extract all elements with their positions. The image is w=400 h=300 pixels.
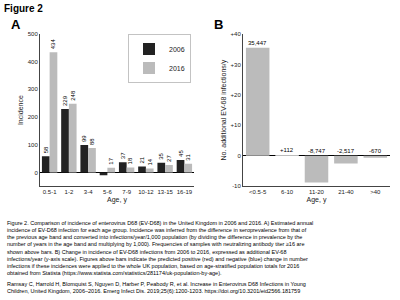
svg-text:-10: -10 [232,183,241,189]
svg-text:Age, y: Age, y [307,196,327,204]
svg-text:+40: +40 [231,31,242,37]
svg-text:No. additional EV-68 infection: No. additional EV-68 infections/y [220,59,228,160]
svg-text:7-9: 7-9 [122,189,131,195]
svg-text:11-20: 11-20 [309,189,325,195]
svg-text:37: 37 [120,152,126,159]
svg-text:2016: 2016 [169,65,185,72]
svg-text:Ramsay C, Harrold H, Blomquist: Ramsay C, Harrold H, Blomquist S, Nguyen… [7,281,306,294]
svg-text:+112: +112 [280,147,294,153]
svg-text:21-40: 21-40 [338,189,354,195]
svg-text:A: A [11,17,21,32]
svg-text:<0.5-5: <0.5-5 [249,189,267,195]
svg-text:229: 229 [62,95,68,106]
svg-text:300: 300 [28,86,39,92]
svg-text:0: 0 [237,153,241,159]
svg-text:0: 0 [34,170,38,176]
svg-text:3-4: 3-4 [84,189,93,195]
svg-text:88: 88 [89,138,95,145]
svg-text:100: 100 [28,142,39,148]
svg-text:45: 45 [178,150,184,157]
svg-text:35,447: 35,447 [248,40,267,46]
svg-text:99: 99 [81,135,87,142]
svg-text:-670: -670 [369,148,382,154]
svg-text:400: 400 [28,59,39,65]
svg-text:14: 14 [147,158,153,165]
svg-text:6-10: 6-10 [281,189,294,195]
svg-text:-8,747: -8,747 [308,148,326,154]
svg-text:10-12: 10-12 [138,189,154,195]
svg-text:500: 500 [28,31,39,37]
svg-text:5-6: 5-6 [103,189,112,195]
svg-text:>40: >40 [370,189,381,195]
svg-text:0.5-1: 0.5-1 [43,189,57,195]
svg-text:2006: 2006 [169,46,185,53]
svg-text:18: 18 [127,157,133,164]
svg-text:Figure 2: Figure 2 [4,3,43,14]
svg-text:-2,517: -2,517 [337,148,355,154]
svg-text:21: 21 [139,156,145,163]
svg-text:200: 200 [28,114,39,120]
svg-text:Age, y: Age, y [107,196,127,204]
svg-text:58: 58 [43,146,49,153]
svg-text:31: 31 [185,154,191,161]
svg-text:27: 27 [166,155,172,162]
svg-text:248: 248 [70,90,76,101]
svg-text:+20: +20 [231,92,242,98]
svg-text:+30: +30 [231,62,242,68]
svg-text:+10: +10 [231,122,242,128]
svg-text:B: B [214,17,223,32]
svg-text:16-19: 16-19 [177,189,193,195]
svg-text:Incidence: Incidence [17,95,24,125]
svg-text:434: 434 [50,39,56,50]
svg-text:Figure 2. Comparison of incide: Figure 2. Comparison of incidence of ent… [7,220,313,276]
svg-text:35: 35 [158,152,164,159]
svg-text:13-15: 13-15 [157,189,173,195]
svg-text:17: 17 [108,157,114,164]
svg-text:1-2: 1-2 [65,189,74,195]
